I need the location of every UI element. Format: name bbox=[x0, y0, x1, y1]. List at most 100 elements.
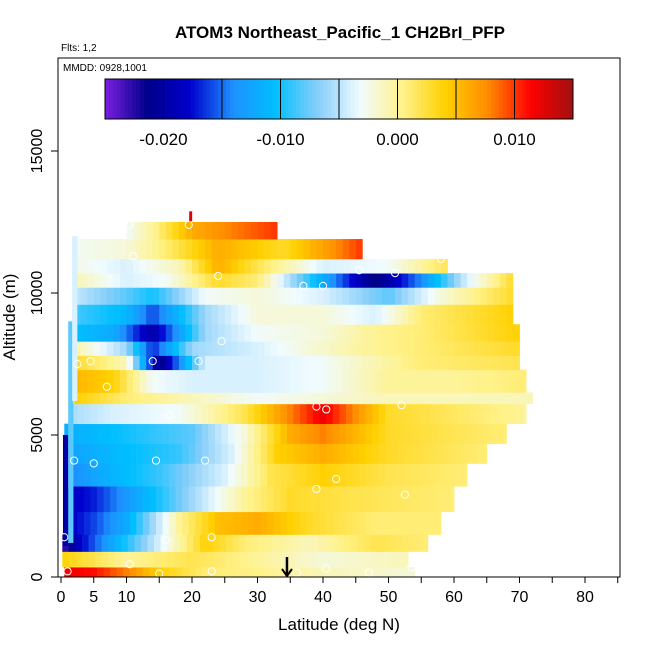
y-tick-label: 10000 bbox=[29, 271, 46, 316]
heatmap-cell bbox=[368, 273, 376, 288]
heatmap-cell bbox=[159, 324, 167, 342]
heatmap-cell bbox=[467, 369, 475, 393]
sample-point bbox=[207, 567, 216, 576]
heatmap-cell bbox=[126, 258, 134, 274]
colorbar-segment bbox=[339, 79, 344, 119]
heatmap-cell bbox=[201, 403, 209, 425]
colorbar-segment bbox=[381, 79, 387, 119]
heatmap-cell bbox=[336, 341, 344, 356]
heatmap-cell bbox=[113, 304, 121, 325]
heatmap-cell bbox=[74, 392, 82, 405]
heatmap-cell bbox=[375, 355, 383, 371]
heatmap-cell bbox=[345, 511, 353, 535]
heatmap-cell bbox=[286, 443, 294, 464]
heatmap-cell bbox=[77, 486, 85, 513]
sample-point bbox=[89, 459, 98, 468]
colorbar-tick-label: 0.010 bbox=[493, 130, 536, 149]
colorbar-segment bbox=[487, 79, 492, 119]
flights-label: Flts: 1,2 bbox=[61, 43, 97, 54]
heatmap-cell bbox=[159, 341, 167, 356]
heatmap-cell bbox=[119, 355, 127, 371]
heatmap-cell bbox=[231, 304, 239, 325]
heatmap-cell bbox=[64, 567, 72, 578]
heatmap-cell bbox=[175, 403, 183, 425]
heatmap-cell bbox=[133, 355, 140, 371]
heatmap-cell bbox=[323, 355, 330, 371]
heatmap-cell bbox=[175, 567, 183, 578]
heatmap-cell bbox=[129, 423, 137, 444]
heatmap-cell bbox=[395, 324, 402, 342]
heatmap-cell bbox=[152, 304, 160, 325]
sample-point bbox=[201, 456, 210, 465]
heatmap-cell bbox=[303, 341, 311, 356]
heatmap-cell bbox=[283, 341, 291, 356]
heatmap-cell bbox=[205, 369, 213, 393]
colorbar-segment bbox=[206, 79, 211, 119]
heatmap-cell bbox=[100, 369, 108, 393]
heatmap-cell bbox=[257, 239, 265, 260]
heatmap-cell bbox=[126, 355, 134, 371]
heatmap-cell bbox=[381, 392, 389, 405]
heatmap-cell bbox=[349, 258, 357, 274]
sample-point bbox=[102, 382, 111, 391]
x-tick-label: 30 bbox=[249, 589, 267, 606]
heatmap-cell bbox=[519, 392, 527, 405]
colorbar-segment bbox=[534, 79, 539, 119]
heatmap-cell bbox=[378, 403, 386, 425]
heatmap-cell bbox=[119, 273, 127, 288]
heatmap-cell bbox=[241, 443, 249, 464]
heatmap-cell bbox=[224, 355, 232, 371]
heatmap-cell bbox=[178, 369, 186, 393]
heatmap-cell bbox=[411, 463, 419, 487]
colorbar-segment bbox=[198, 79, 203, 119]
heatmap-cell bbox=[383, 534, 391, 552]
heatmap-cell bbox=[237, 239, 245, 260]
heatmap-cell bbox=[250, 392, 258, 405]
heatmap-cell bbox=[490, 403, 497, 425]
heatmap-cell bbox=[139, 222, 147, 240]
heatmap-cell bbox=[152, 258, 160, 274]
heatmap-cell bbox=[90, 403, 98, 425]
sample-point bbox=[322, 405, 331, 414]
colorbar-segment bbox=[300, 79, 305, 119]
heatmap-cell bbox=[345, 463, 353, 487]
heatmap-cell bbox=[100, 304, 108, 325]
heatmap-cell bbox=[290, 258, 298, 274]
heatmap-cell bbox=[270, 273, 278, 288]
heatmap-cell bbox=[100, 239, 108, 260]
heatmap-cell bbox=[192, 341, 199, 356]
colorbar-segment bbox=[257, 79, 262, 119]
heatmap-cell bbox=[100, 341, 108, 356]
heatmap-cell bbox=[493, 287, 501, 305]
heatmap-cell bbox=[372, 567, 380, 578]
heatmap-cell bbox=[178, 324, 186, 342]
heatmap-cell bbox=[93, 304, 101, 325]
colorbar-segment bbox=[467, 79, 472, 119]
colorbar-segment bbox=[245, 79, 250, 119]
heatmap-cell bbox=[172, 304, 180, 325]
heatmap-cell bbox=[218, 324, 226, 342]
heatmap-cell bbox=[421, 392, 429, 405]
heatmap-cell bbox=[198, 369, 206, 393]
heatmap-cell bbox=[365, 463, 373, 487]
heatmap-cell bbox=[185, 369, 193, 393]
heatmap-cell bbox=[286, 486, 294, 513]
colorbar-segment bbox=[233, 79, 238, 119]
heatmap-cell bbox=[323, 369, 330, 393]
heatmap-cell bbox=[355, 239, 363, 260]
heatmap-cell bbox=[290, 239, 298, 260]
heatmap-cell bbox=[192, 304, 199, 325]
heatmap-cell bbox=[277, 341, 285, 356]
heatmap-cell bbox=[352, 403, 360, 425]
heatmap-cell bbox=[286, 403, 294, 425]
heatmap-cell bbox=[280, 403, 288, 425]
heatmap-cell bbox=[257, 324, 265, 342]
heatmap-cell bbox=[172, 273, 180, 288]
heatmap-cell bbox=[97, 403, 104, 425]
heatmap-cell bbox=[372, 463, 380, 487]
heatmap-cell bbox=[359, 443, 366, 464]
heatmap-cell bbox=[343, 551, 351, 568]
heatmap-cell bbox=[146, 222, 154, 240]
heatmap-cell bbox=[106, 341, 114, 356]
heatmap-cell bbox=[319, 567, 327, 578]
